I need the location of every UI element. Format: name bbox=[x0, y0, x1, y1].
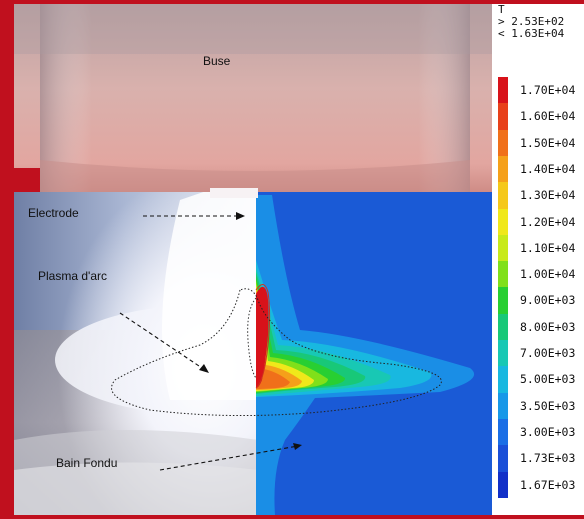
legend-level-label: 1.70E+04 bbox=[520, 83, 576, 97]
legend-color-swatch bbox=[498, 155, 508, 183]
legend-color-swatch bbox=[498, 445, 508, 472]
legend-color-swatch bbox=[498, 340, 508, 367]
legend-color-swatch bbox=[498, 313, 508, 341]
plasma-arrowhead bbox=[199, 364, 209, 373]
legend-level-label: 1.60E+04 bbox=[520, 109, 576, 124]
legend-level-label: 1.73E+03 bbox=[520, 451, 576, 466]
temperature-simulation bbox=[255, 190, 492, 515]
label-buse: Buse bbox=[203, 54, 231, 68]
legend-color-swatch bbox=[498, 418, 508, 446]
legend-level-label: 1.00E+04 bbox=[520, 267, 576, 282]
legend-color-swatch bbox=[498, 471, 508, 499]
legend-color-swatch bbox=[498, 261, 508, 288]
legend-level-label: 1.40E+04 bbox=[520, 161, 576, 176]
nozzle-photo bbox=[14, 4, 492, 198]
legend-color-swatch bbox=[498, 234, 508, 262]
legend-level-label: 1.67E+03 bbox=[520, 477, 576, 492]
legend-color-swatch bbox=[498, 287, 508, 315]
legend-variable: T bbox=[498, 3, 505, 16]
label-plasma: Plasma d'arc bbox=[38, 269, 107, 283]
label-electrode: Electrode bbox=[28, 206, 79, 220]
plasma-outline bbox=[111, 288, 442, 417]
annotation-arrows bbox=[119, 215, 299, 471]
legend-color-swatch bbox=[498, 129, 508, 157]
legend-color-swatch bbox=[498, 103, 508, 131]
bain-arrowhead bbox=[293, 443, 302, 450]
legend-level-label: 1.20E+04 bbox=[520, 214, 576, 229]
legend-level-label: 7.00E+03 bbox=[520, 346, 576, 360]
legend-level-label: 1.10E+04 bbox=[520, 240, 576, 255]
legend-max: > 2.53E+02 bbox=[498, 15, 565, 28]
electrode-arrowhead bbox=[236, 212, 245, 220]
legend-min: < 1.63E+04 bbox=[498, 27, 565, 40]
legend-level-label: 5.00E+03 bbox=[520, 372, 576, 387]
legend-level-label: 1.30E+04 bbox=[520, 188, 576, 203]
legend-color-swatch bbox=[498, 77, 508, 104]
plasma-arrow bbox=[119, 312, 206, 371]
bain-arrow bbox=[159, 445, 299, 471]
arc-photograph bbox=[14, 188, 355, 515]
legend-level-label: 8.00E+03 bbox=[520, 319, 576, 334]
legend-level-label: 9.00E+03 bbox=[520, 293, 576, 308]
legend-level-label: 1.50E+04 bbox=[520, 135, 576, 150]
legend-color-swatch bbox=[498, 208, 508, 236]
legend-color-swatch bbox=[498, 392, 508, 420]
legend-level-label: 3.50E+03 bbox=[520, 398, 576, 413]
label-bain: Bain Fondu bbox=[56, 456, 118, 470]
legend-level-label: 3.00E+03 bbox=[520, 424, 576, 439]
legend-color-swatch bbox=[498, 182, 508, 209]
legend-color-swatch bbox=[498, 366, 508, 394]
